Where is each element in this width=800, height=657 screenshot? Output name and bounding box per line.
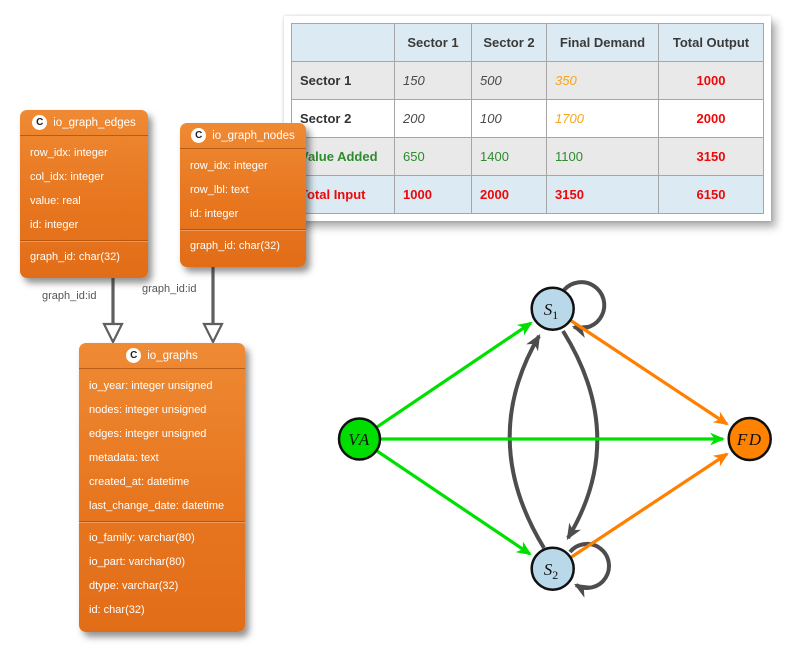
cell: 500 — [471, 61, 547, 100]
header-sector1: Sector 1 — [394, 23, 472, 62]
table-row-sector2: Sector 2 200 100 1700 2000 — [291, 99, 764, 138]
er-table-title: io_graph_nodes — [212, 129, 295, 142]
node-s1-label: S1 — [544, 300, 559, 322]
cell: 1400 — [471, 137, 547, 176]
header-total-output: Total Output — [658, 23, 764, 62]
field-separator — [180, 229, 306, 231]
class-badge-icon: C — [32, 115, 48, 130]
er-field: edges: integer unsigned — [89, 428, 207, 440]
node-va[interactable] — [337, 417, 382, 461]
io-table: Sector 1 Sector 2 Final Demand Total Out… — [291, 23, 764, 214]
cell: 350 — [546, 61, 659, 100]
er-field: io_year: integer unsigned — [89, 380, 213, 392]
edge-va-s2 — [376, 449, 532, 556]
intersector-edges — [507, 280, 612, 598]
er-field: graph_id: char(32) — [30, 251, 120, 263]
edge-s2-fd — [569, 452, 729, 560]
node-s2[interactable] — [530, 546, 575, 591]
node-label-sub: 1 — [552, 308, 558, 322]
cell: 2000 — [658, 99, 764, 138]
er-table-io-graph-edges[interactable]: C io_graph_edges row_idx: integer col_id… — [20, 110, 148, 278]
cell: 1000 — [394, 175, 472, 214]
row-label: Sector 2 — [291, 99, 395, 138]
er-table-header: C io_graphs — [79, 343, 245, 369]
class-badge-icon: C — [191, 128, 207, 143]
io-table-card: Sector 1 Sector 2 Final Demand Total Out… — [284, 16, 771, 221]
table-row-total-input: Total Input 1000 2000 3150 6150 — [291, 175, 764, 214]
er-field: col_idx: integer — [30, 171, 104, 183]
edge-s1-s2 — [561, 329, 600, 540]
er-field: id: integer — [30, 219, 79, 231]
cell: 1000 — [658, 61, 764, 100]
node-s1[interactable] — [530, 286, 575, 331]
node-fd[interactable] — [727, 416, 772, 462]
cell: 650 — [394, 137, 472, 176]
relation-label: graph_id:id — [142, 283, 197, 295]
er-table-io-graph-nodes[interactable]: C io_graph_nodes row_idx: integer row_lb… — [180, 123, 306, 267]
er-field: row_idx: integer — [30, 147, 108, 159]
edge-va-s1 — [376, 321, 533, 429]
node-label-main: S — [544, 300, 553, 319]
header-final-demand: Final Demand — [546, 23, 659, 62]
er-field: id: char(32) — [89, 604, 145, 616]
header-empty-cell — [291, 23, 395, 62]
cell: 150 — [394, 61, 472, 100]
edge-s2-selfloop — [568, 541, 612, 598]
row-label: Sector 1 — [291, 61, 395, 100]
node-va-label: VA — [348, 430, 371, 449]
edge-s1-selfloop — [562, 280, 607, 338]
er-field: row_idx: integer — [190, 160, 268, 172]
cell: 6150 — [658, 175, 764, 214]
er-field: io_part: varchar(80) — [89, 556, 185, 568]
field-separator — [20, 240, 148, 242]
er-table-body: row_idx: integer col_idx: integer value:… — [20, 136, 148, 271]
er-field: value: real — [30, 195, 81, 207]
cell: 3150 — [658, 137, 764, 176]
table-header-row: Sector 1 Sector 2 Final Demand Total Out… — [291, 23, 764, 62]
node-label-sub: 2 — [552, 568, 558, 582]
er-field: io_family: varchar(80) — [89, 532, 195, 544]
node-s2-label: S2 — [544, 560, 559, 582]
er-table-header: C io_graph_edges — [20, 110, 148, 136]
relation-line — [111, 266, 215, 324]
value-added-edges — [376, 321, 726, 556]
er-field: metadata: text — [89, 452, 159, 464]
header-sector2: Sector 2 — [471, 23, 547, 62]
er-table-header: C io_graph_nodes — [180, 123, 306, 149]
er-table-io-graphs[interactable]: C io_graphs io_year: integer unsigned no… — [79, 343, 245, 632]
er-field: created_at: datetime — [89, 476, 190, 488]
hollow-arrowhead-icon — [102, 322, 224, 345]
er-field: last_change_date: datetime — [89, 500, 225, 512]
er-field: id: integer — [190, 208, 239, 220]
node-fd-label: FD — [736, 430, 763, 449]
er-table-body: io_year: integer unsigned nodes: integer… — [79, 369, 245, 624]
er-table-body: row_idx: integer row_lbl: text id: integ… — [180, 149, 306, 260]
class-badge-icon: C — [126, 348, 142, 363]
er-field: graph_id: char(32) — [190, 240, 280, 252]
cell: 200 — [394, 99, 472, 138]
node-label-main: S — [544, 560, 553, 579]
er-table-title: io_graphs — [147, 349, 198, 362]
final-demand-edges — [569, 318, 729, 560]
er-field: nodes: integer unsigned — [89, 404, 207, 416]
field-separator — [79, 521, 245, 523]
er-field: dtype: varchar(32) — [89, 580, 179, 592]
er-table-title: io_graph_edges — [53, 116, 136, 129]
cell: 3150 — [546, 175, 659, 214]
edge-s2-s1 — [507, 334, 546, 550]
cell: 2000 — [471, 175, 547, 214]
relation-label: graph_id:id — [42, 290, 97, 302]
row-label: Total Input — [291, 175, 395, 214]
cell: 1100 — [546, 137, 659, 176]
table-row-sector1: Sector 1 150 500 350 1000 — [291, 61, 764, 100]
er-field: row_lbl: text — [190, 184, 249, 196]
edge-s1-fd — [569, 318, 729, 426]
cell: 1700 — [546, 99, 659, 138]
row-label: Value Added — [291, 137, 395, 176]
io-flow-graph: VA S1 S2 FD — [337, 280, 772, 598]
table-row-value-added: Value Added 650 1400 1100 3150 — [291, 137, 764, 176]
cell: 100 — [471, 99, 547, 138]
